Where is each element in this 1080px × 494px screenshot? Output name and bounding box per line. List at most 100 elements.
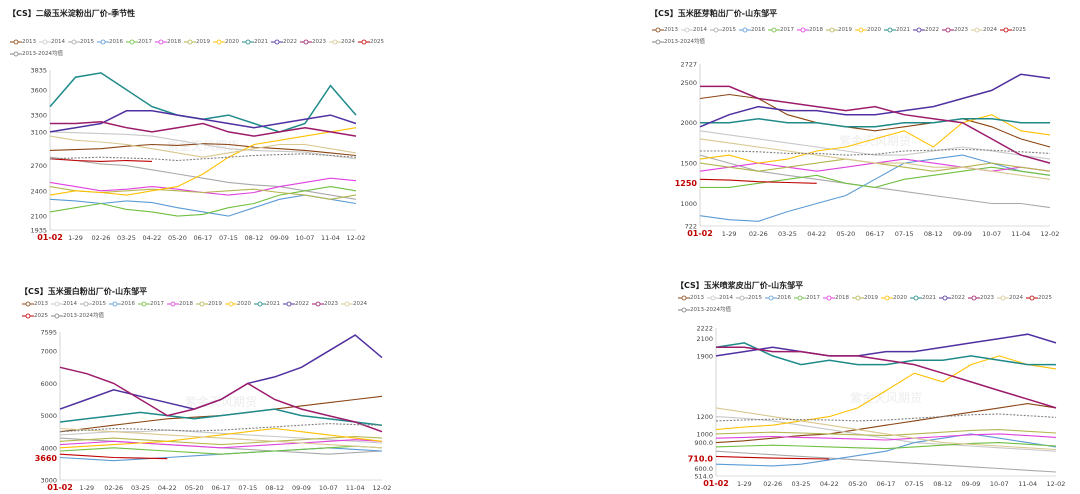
chart-legend: 2013 2014 2015 2016 2017 2018 2019 2020 2021 2022… [678,292,1070,316]
x-tick-label: 04-22 [807,230,826,238]
legend-marker-icon [80,301,92,307]
series-line-2013-2024均值 [59,423,383,433]
legend-marker-icon [155,39,167,45]
legend-item: 2021 [242,36,268,48]
legend-label: 2015 [80,39,94,45]
y-tick-label: 3000 [40,477,57,485]
series-line-2022 [715,333,1057,357]
x-tick-label: 10-07 [319,484,338,492]
legend-marker-icon [126,39,138,45]
y-tick-label: 1500 [680,160,697,168]
legend-marker-icon [22,301,34,307]
legend-label: 2013-2024均值 [22,51,63,57]
legend-label: 2023 [954,27,968,33]
legend-item: 2016 [109,298,135,310]
legend-label: 2014 [63,301,77,307]
legend-item: 2015 [80,298,106,310]
x-tick-label: 02-26 [92,234,111,242]
legend-marker-icon [271,39,283,45]
legend-label: 2017 [150,301,164,307]
y-tick-label: 3660 [35,454,58,463]
legend-item: 2016 [97,36,123,48]
legend-label: 2018 [835,295,849,301]
series-line-2016 [49,194,357,217]
legend-label: 2013-2024均值 [664,39,705,45]
legend-marker-icon [997,295,1009,301]
series-line-2025 [49,158,153,162]
legend-item: 2013 [22,298,48,310]
legend-marker-icon [109,301,121,307]
legend-item: 2017 [126,36,152,48]
y-tick-label: 5000 [40,412,57,420]
legend-item: 2019 [852,292,878,304]
legend-marker-icon [225,301,237,307]
y-tick-label: 2100 [30,213,47,221]
legend-label: 2013 [664,27,678,33]
legend-label: 2024 [1009,295,1023,301]
legend-label: 2025 [1038,295,1052,301]
legend-item: 2021 [254,298,280,310]
series-line-2024 [715,407,1057,451]
legend-label: 2016 [109,39,123,45]
legend-item: 2013-2024均值 [652,36,705,48]
chart-title: 【CS】玉米蛋白粉出厂价-山东邹平 [20,287,148,296]
series-line-2021 [715,342,1056,366]
legend-item: 2017 [768,24,794,36]
x-tick-label: 01-02 [37,233,63,242]
legend-marker-icon [97,39,109,45]
x-tick-label: 01-02 [687,229,713,238]
legend-item: 2019 [196,298,222,310]
legend-label: 2014 [693,27,707,33]
legend-marker-icon [968,295,980,301]
legend-label: 2019 [838,27,852,33]
legend-marker-icon [10,39,22,45]
legend-item: 2024 [997,292,1023,304]
legend-label: 2018 [179,301,193,307]
y-tick-label: 2100 [696,335,713,343]
y-tick-label: 710.0 [688,455,714,464]
legend-item: 2022 [913,24,939,36]
legend-item: 2013 [10,36,36,48]
chart-panel-starch: 【CS】二级玉米淀粉出厂价-季节性 2013 2014 2015 2016 2017 20… [8,8,388,243]
legend-label: 2021 [254,39,268,45]
series-line-2025 [699,178,817,184]
x-tick-label: 10-07 [990,480,1009,488]
y-tick-label: 1250 [675,179,698,188]
legend-item: 2025 [22,310,48,322]
x-tick-label: 04-22 [820,480,839,488]
series-line-2018 [715,433,1057,441]
x-tick-label: 07-15 [905,480,924,488]
legend-item: 2020 [213,36,239,48]
legend-label: 2024 [341,39,355,45]
x-tick-label: 03-25 [131,484,150,492]
legend-item: 2023 [942,24,968,36]
legend-item: 2020 [855,24,881,36]
x-tick-label: 09-09 [962,480,981,488]
legend-label: 2018 [809,27,823,33]
series-line-2014 [699,130,1051,160]
chart-plot: 紫金天风期货3835360033003100270024002100193501… [30,67,365,243]
series-line-2013 [715,403,1057,444]
legend-marker-icon [852,295,864,301]
legend-label: 2019 [208,301,222,307]
legend-marker-icon [283,301,295,307]
watermark-text: 紫金天风期货 [850,390,922,405]
x-tick-label: 02-26 [763,480,782,488]
legend-marker-icon [1000,27,1012,33]
legend-item: 2023 [300,36,326,48]
legend-label: 2016 [121,301,135,307]
series-line-2017 [715,442,1057,450]
x-tick-label: 01-02 [47,483,73,492]
x-tick-label: 01-02 [703,479,729,488]
legend-marker-icon [329,39,341,45]
x-tick-label: 05-20 [848,480,867,488]
legend-item: 2023 [968,292,994,304]
legend-item: 2020 [881,292,907,304]
y-tick-label: 3835 [30,67,47,75]
series-line-2021 [59,408,383,426]
x-tick-label: 03-25 [778,230,797,238]
legend-item: 2018 [797,24,823,36]
legend-marker-icon [942,27,954,33]
y-tick-label: 514.0 [694,473,713,481]
